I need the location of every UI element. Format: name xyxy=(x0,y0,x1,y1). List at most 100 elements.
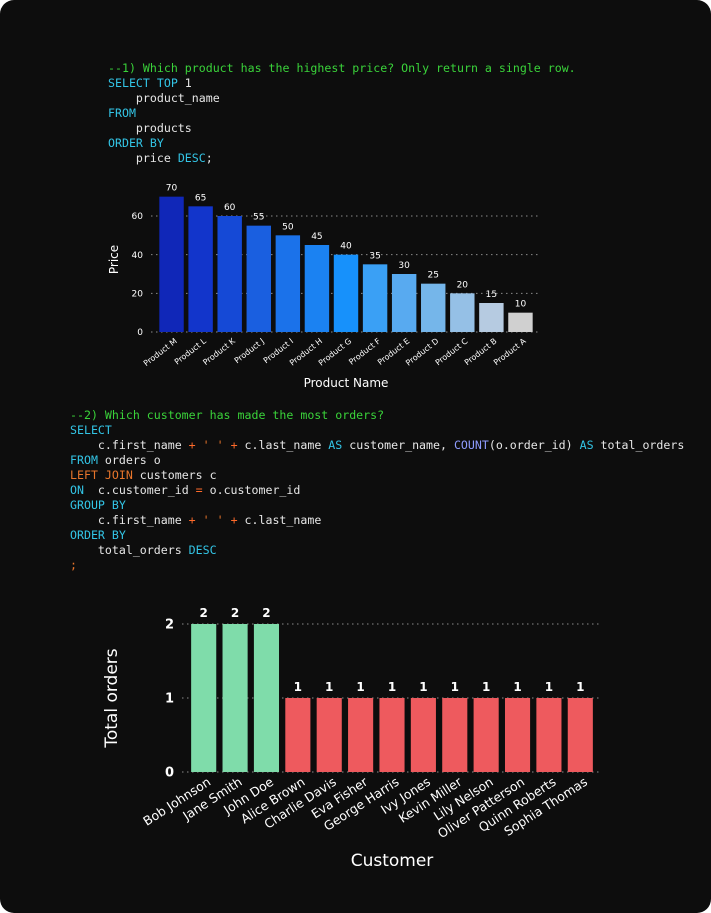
code-line: c.first_name + ' ' + c.last_name AS cust… xyxy=(70,438,684,453)
data-label: 40 xyxy=(340,242,352,252)
code-token: COUNT xyxy=(453,438,489,452)
y-tick-label: 2 xyxy=(165,618,174,633)
data-label: 30 xyxy=(398,261,410,271)
code-token: orders o xyxy=(97,453,161,467)
bar xyxy=(348,698,374,772)
bar xyxy=(536,698,562,772)
bar xyxy=(191,624,217,772)
y-tick-label: 0 xyxy=(137,328,143,338)
bar xyxy=(473,698,499,772)
data-label: 1 xyxy=(576,680,584,694)
code-line: ; xyxy=(70,558,684,573)
data-label: 15 xyxy=(486,290,497,300)
data-label: 25 xyxy=(428,271,439,281)
bar xyxy=(567,698,593,772)
x-tick-label: Product K xyxy=(201,336,237,367)
code-token: c.first_name xyxy=(70,438,189,452)
code-token: ORDER BY xyxy=(108,136,164,150)
code-token: products xyxy=(108,121,192,135)
bar xyxy=(379,698,405,772)
code-token: --1) Which product has the highest price… xyxy=(108,61,576,75)
code-token: total_orders xyxy=(70,543,189,557)
code-token: price xyxy=(108,151,178,165)
x-tick-label: Product A xyxy=(492,336,528,367)
data-label: 1 xyxy=(325,680,333,694)
code-token: o.customer_id xyxy=(202,483,301,497)
code-token: customers c xyxy=(132,468,217,482)
code-token: FROM xyxy=(108,106,136,120)
bar xyxy=(410,698,436,772)
data-label: 2 xyxy=(231,606,239,620)
data-label: 35 xyxy=(369,251,380,261)
code-token: AS xyxy=(328,438,343,452)
code-line: ORDER BY xyxy=(108,136,576,151)
code-line: c.first_name + ' ' + c.last_name xyxy=(70,513,684,528)
sql-code-block-1: --1) Which product has the highest price… xyxy=(108,61,576,166)
code-token: + xyxy=(230,513,238,527)
bar xyxy=(285,698,311,772)
x-axis-title: Customer xyxy=(351,851,434,871)
x-axis-title: Product Name xyxy=(304,376,389,390)
bar xyxy=(333,254,359,332)
code-token: --2) Which customer has made the most or… xyxy=(70,408,385,422)
code-token: + xyxy=(188,513,196,527)
data-label: 10 xyxy=(515,300,527,310)
code-token: ; xyxy=(70,558,77,572)
bar xyxy=(421,283,446,332)
data-label: 1 xyxy=(513,680,521,694)
y-tick-label: 0 xyxy=(165,766,174,781)
code-token: SELECT xyxy=(70,423,112,437)
bar xyxy=(391,274,417,332)
bar xyxy=(246,225,271,332)
bar xyxy=(442,698,468,772)
bar xyxy=(253,624,280,772)
data-label: 50 xyxy=(282,222,294,232)
bar xyxy=(159,196,184,332)
y-tick-label: 20 xyxy=(132,289,144,299)
code-line: SELECT xyxy=(70,423,684,438)
bar xyxy=(450,293,475,332)
code-line: --2) Which customer has made the most or… xyxy=(70,408,684,423)
data-label: 1 xyxy=(419,680,427,694)
bar xyxy=(362,264,388,332)
data-label: 1 xyxy=(451,680,459,694)
sql-code-block-2: --2) Which customer has made the most or… xyxy=(70,408,684,573)
code-token: GROUP BY xyxy=(70,498,126,512)
code-token: c.last_name xyxy=(237,513,322,527)
code-token: DESC xyxy=(177,151,206,165)
code-token: ' ' xyxy=(195,513,231,527)
code-line: --1) Which product has the highest price… xyxy=(108,61,576,76)
data-label: 1 xyxy=(294,680,302,694)
y-axis-title: Price xyxy=(107,245,121,274)
data-label: 1 xyxy=(545,680,553,694)
code-token: FROM xyxy=(70,453,98,467)
bar xyxy=(275,235,301,332)
bar xyxy=(479,303,504,332)
code-line: products xyxy=(108,121,576,136)
y-axis-title: Total orders xyxy=(102,648,122,748)
code-token: c.last_name xyxy=(237,438,329,452)
code-token: customer_name, xyxy=(342,438,454,452)
code-token: product_name xyxy=(108,91,220,105)
bar xyxy=(188,206,213,332)
code-token: ORDER BY xyxy=(70,528,126,542)
y-tick-label: 60 xyxy=(132,212,144,222)
data-label: 1 xyxy=(356,680,364,694)
x-tick-label: Product J xyxy=(233,336,266,365)
data-label: 2 xyxy=(200,606,208,620)
code-token: + xyxy=(230,438,238,452)
code-token: ; xyxy=(205,151,213,165)
data-label: 2 xyxy=(262,606,270,620)
code-line: FROM xyxy=(108,106,576,121)
code-line: product_name xyxy=(108,91,576,106)
code-token: = xyxy=(195,483,203,497)
y-tick-label: 40 xyxy=(132,251,144,261)
bar xyxy=(316,698,342,772)
bar xyxy=(304,245,330,332)
code-token: DESC xyxy=(188,543,217,557)
code-token: ON xyxy=(70,483,84,497)
code-line: SELECT TOP 1 xyxy=(108,76,576,91)
data-label: 1 xyxy=(482,680,490,694)
